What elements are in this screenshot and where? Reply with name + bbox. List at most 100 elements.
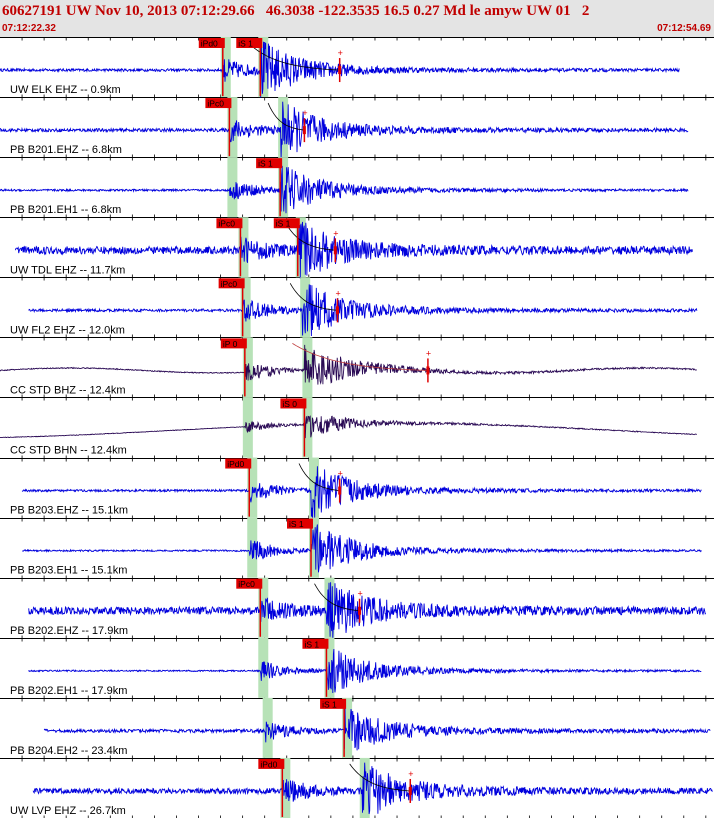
trace-row: + iPd0 iS 1 UW ELK EHZ -- 0.9km: [0, 37, 680, 98]
p-window-band: [227, 157, 238, 218]
coda-end-dot: [338, 486, 342, 495]
trace-row: iS 1 PB B202.EH1 -- 17.9km: [10, 637, 702, 698]
station-label: CC STD BHN -- 12.4km: [10, 445, 127, 457]
p-pick-box: [225, 458, 252, 469]
p-pick-label: iPc0: [238, 579, 255, 589]
s-pick-label: iS 1: [276, 219, 291, 229]
s-pick-box: [287, 518, 314, 529]
station-label: CC STD BHZ -- 12.4km: [10, 384, 126, 396]
station-label: PB B202.EH1 -- 17.9km: [10, 685, 127, 697]
station-label: PB B203.EH1 -- 15.1km: [10, 565, 127, 577]
p-window-band: [262, 697, 273, 758]
s-window-band: [342, 697, 353, 758]
station-label: UW FL2 EHZ -- 12.0km: [10, 324, 125, 336]
coda-end-dot: [358, 606, 362, 615]
event-title: 60627191 UW Nov 10, 2013 07:12:29.66 46.…: [2, 3, 590, 19]
waveform-line: [21, 466, 702, 520]
s-pick-box: [256, 158, 283, 169]
trace-row: + iP 0 CC STD BHZ -- 12.4km: [0, 337, 698, 398]
coda-end-dot: [338, 66, 342, 75]
s-pick-box: [280, 398, 307, 409]
s-pick-label: iS 1: [258, 159, 273, 169]
coda-curve: [314, 583, 359, 611]
station-label: PB B203.EHZ -- 15.1km: [10, 505, 128, 517]
trace-row: iS 0 CC STD BHN -- 12.4km: [0, 397, 697, 458]
trace-row: + iPc0 UW FL2 EHZ -- 12.0km: [10, 277, 698, 338]
waveform-line: [0, 415, 697, 439]
s-pick-box: [236, 38, 263, 48]
station-label: UW ELK EHZ -- 0.9km: [10, 84, 121, 96]
s-window-band: [359, 757, 370, 818]
p-pick-label: iPd0: [227, 459, 244, 469]
p-pick-label: iPc0: [207, 99, 224, 109]
coda-end-plus: +: [333, 228, 338, 238]
s-pick-label: iS 1: [289, 519, 304, 529]
p-pick-label: iPd0: [260, 759, 277, 769]
coda-curve: [285, 222, 334, 251]
waveform-line: [0, 344, 698, 385]
waveform-line: [21, 524, 702, 573]
waveform-line: [28, 582, 707, 640]
s-window-band: [309, 457, 320, 518]
p-window-band: [227, 97, 238, 158]
waveform-line: [32, 762, 713, 815]
p-pick-box: [218, 278, 245, 289]
coda-curve: [289, 283, 337, 311]
coda-end-plus: +: [338, 469, 343, 479]
p-window-band: [220, 37, 231, 98]
trace-row: + iPd0 PB B203.EHZ -- 15.1km: [10, 457, 702, 520]
coda-curve: [292, 343, 427, 371]
p-pick-box: [198, 38, 225, 48]
p-pick-label: iPc0: [221, 279, 238, 289]
p-pick-box: [236, 578, 263, 589]
s-pick-label: iS 0: [282, 399, 297, 409]
p-window-band: [247, 517, 258, 578]
header-bar: 60627191 UW Nov 10, 2013 07:12:29.66 46.…: [0, 0, 714, 37]
coda-end-dot: [333, 246, 337, 255]
coda-end-dot: [335, 306, 339, 315]
s-pick-box: [320, 698, 347, 709]
waveform-line: [0, 165, 689, 214]
waveform-line: [43, 706, 711, 751]
coda-curve: [349, 763, 410, 792]
coda-end-plus: +: [338, 48, 343, 58]
trace-row: + iPc0 PB B201.EHZ -- 6.8km: [0, 97, 689, 159]
station-label: PB B204.EH2 -- 23.4km: [10, 745, 127, 757]
coda-end-plus: +: [408, 769, 413, 779]
coda-curve: [267, 102, 305, 131]
coda-end-dot: [408, 786, 412, 795]
s-window-band: [302, 397, 313, 458]
coda-end-dot: [426, 366, 430, 375]
end-time-label: 07:12:54.69: [657, 23, 711, 34]
s-window-band: [278, 157, 289, 218]
s-pick-label: iS 1: [304, 639, 319, 649]
p-pick-label: iPc0: [218, 219, 235, 229]
coda-end-dot: [302, 126, 306, 135]
station-label: UW LVP EHZ -- 26.7km: [10, 805, 126, 817]
station-label: PB B202.EHZ -- 17.9km: [10, 625, 128, 637]
s-window-band: [300, 277, 311, 338]
p-pick-box: [205, 98, 232, 109]
coda-end-plus: +: [358, 589, 363, 599]
start-time-label: 07:12:22.32: [2, 23, 56, 34]
p-window-band: [240, 277, 251, 338]
coda-end-plus: +: [426, 348, 431, 358]
p-pick-label: iP 0: [223, 339, 238, 349]
waveform-line: [28, 284, 698, 337]
s-pick-label: iS 1: [238, 39, 253, 49]
station-label: UW TDL EHZ -- 11.7km: [10, 264, 125, 276]
trace-row: + iPc0 PB B202.EHZ -- 17.9km: [10, 577, 707, 640]
station-label: PB B201.EHZ -- 6.8km: [10, 144, 122, 156]
seismogram-plot: + iPd0 iS 1 UW ELK EHZ -- 0.9km + iPc0 PB B201…: [0, 37, 714, 818]
s-pick-label: iS 1: [322, 699, 337, 709]
coda-curve: [248, 42, 339, 71]
s-pick-box: [273, 218, 300, 229]
station-label: PB B201.EH1 -- 6.8km: [10, 204, 121, 216]
p-pick-box: [258, 758, 285, 769]
waveform-line: [28, 648, 702, 694]
waveform-line: [14, 221, 693, 279]
trace-row: iS 1 PB B201.EH1 -- 6.8km: [0, 157, 689, 218]
s-pick-box: [302, 638, 329, 649]
trace-row: + iPc0 iS 1 UW TDL EHZ -- 11.7km: [10, 217, 693, 279]
p-pick-label: iPd0: [201, 39, 218, 49]
